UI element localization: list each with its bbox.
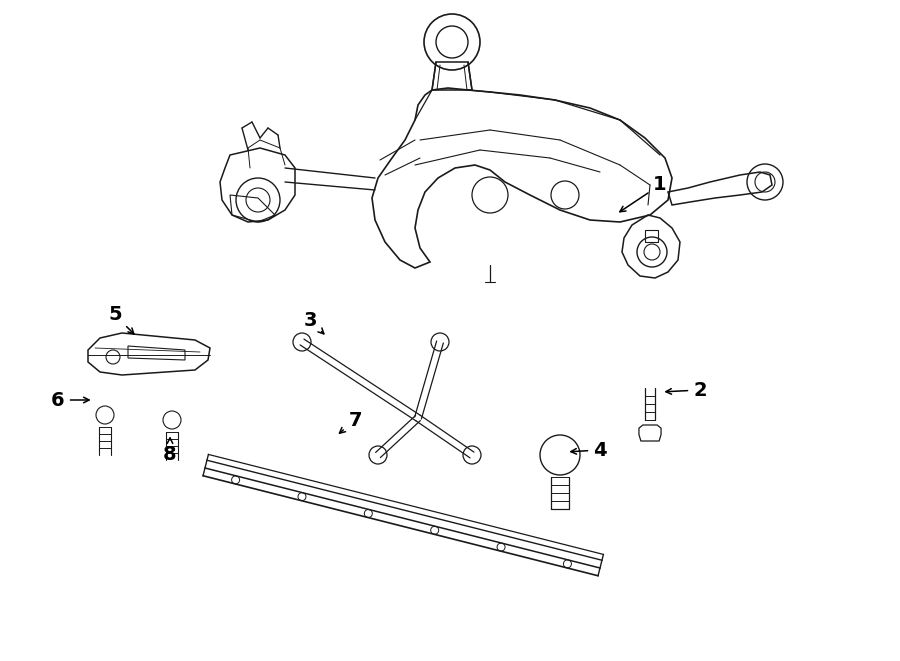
Text: 1: 1 [620,176,667,212]
Text: 2: 2 [666,381,706,399]
Text: 4: 4 [571,440,607,459]
Text: 7: 7 [339,410,362,433]
Text: 6: 6 [51,391,89,410]
Text: 3: 3 [303,311,324,334]
Text: 5: 5 [108,305,134,334]
Text: 8: 8 [163,438,176,465]
